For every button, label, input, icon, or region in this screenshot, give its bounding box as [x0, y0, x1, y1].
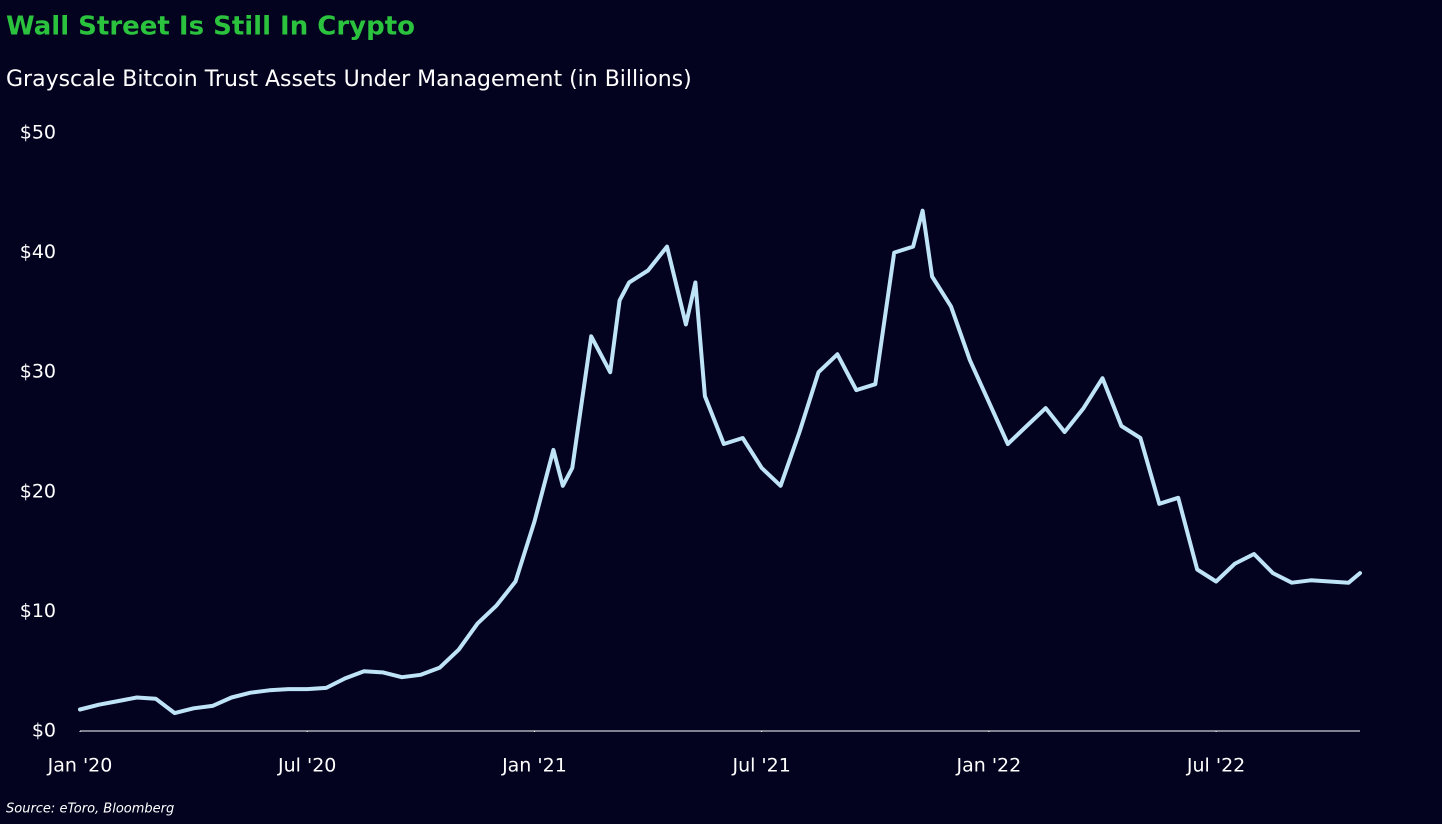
chart-title: Wall Street Is Still In Crypto: [6, 12, 415, 42]
source-note: Source: eToro, Bloomberg: [6, 802, 174, 817]
y-tick-label: $20: [20, 480, 56, 502]
chart-subtitle: Grayscale Bitcoin Trust Assets Under Man…: [6, 67, 692, 92]
y-tick-label: $0: [32, 720, 56, 742]
data-line: [78, 208, 1362, 716]
y-tick-label: $30: [20, 361, 56, 383]
y-tick-label: $40: [20, 241, 56, 263]
x-tick-label: Jul '20: [277, 755, 336, 777]
y-tick-label: $50: [20, 122, 56, 144]
x-tick-label: Jul '21: [731, 755, 790, 777]
x-tick-label: Jan '22: [956, 755, 1022, 777]
y-tick-label: $10: [20, 600, 56, 622]
x-tick-label: Jul '22: [1186, 755, 1245, 777]
x-tick-label: Jan '20: [47, 755, 113, 777]
x-tick-label: Jan '21: [501, 755, 567, 777]
